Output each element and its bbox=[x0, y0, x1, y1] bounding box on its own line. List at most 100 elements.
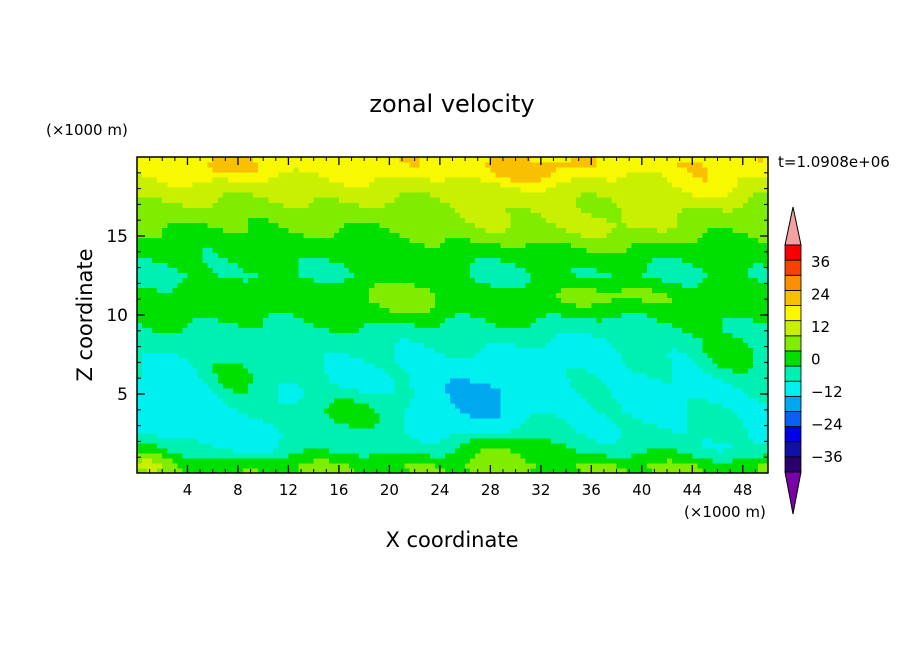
contour-cell bbox=[248, 362, 254, 369]
contour-cell bbox=[752, 417, 759, 424]
contour-cell bbox=[651, 397, 658, 404]
contour-cell bbox=[540, 402, 547, 409]
contour-cell bbox=[333, 437, 340, 444]
contour-cell bbox=[308, 402, 315, 409]
contour-cell bbox=[419, 427, 426, 434]
contour-cell bbox=[197, 302, 204, 309]
contour-cell bbox=[248, 427, 254, 434]
contour-cell bbox=[222, 342, 229, 349]
contour-cell bbox=[374, 442, 380, 449]
contour-cell bbox=[757, 342, 764, 349]
contour-cell bbox=[717, 312, 724, 319]
contour-cell bbox=[227, 467, 234, 474]
contour-cell bbox=[424, 407, 431, 414]
contour-cell bbox=[586, 282, 592, 289]
contour-cell bbox=[338, 322, 345, 329]
contour-cell bbox=[475, 417, 481, 424]
contour-cell bbox=[621, 367, 628, 374]
contour-cell bbox=[480, 447, 486, 454]
contour-cell bbox=[318, 367, 325, 374]
contour-cell bbox=[561, 352, 567, 359]
contour-cell bbox=[475, 407, 481, 414]
contour-cell bbox=[697, 462, 703, 469]
contour-cell bbox=[485, 282, 491, 289]
contour-cell bbox=[707, 457, 714, 464]
contour-cell bbox=[520, 372, 527, 379]
contour-cell bbox=[757, 437, 764, 444]
contour-cell bbox=[197, 442, 204, 449]
contour-cell bbox=[424, 342, 431, 349]
contour-cell bbox=[682, 272, 688, 278]
contour-cell bbox=[677, 372, 683, 379]
contour-cell bbox=[717, 412, 724, 419]
contour-cell bbox=[641, 457, 648, 464]
contour-cell bbox=[434, 327, 441, 334]
contour-cell bbox=[227, 307, 234, 314]
contour-cell bbox=[561, 277, 567, 283]
contour-cell bbox=[550, 322, 557, 329]
contour-cell bbox=[177, 422, 184, 429]
contour-cell bbox=[712, 312, 719, 319]
contour-cell bbox=[571, 302, 577, 309]
contour-cell bbox=[480, 462, 486, 469]
contour-cell bbox=[636, 442, 643, 449]
contour-cell bbox=[566, 287, 572, 294]
contour-cell bbox=[227, 337, 234, 344]
contour-cell bbox=[661, 332, 668, 339]
contour-cell bbox=[444, 302, 451, 309]
contour-cell bbox=[762, 282, 769, 289]
contour-cell bbox=[555, 422, 562, 429]
contour-cell bbox=[742, 462, 749, 469]
contour-cell bbox=[177, 347, 184, 354]
contour-cell bbox=[212, 412, 219, 419]
contour-cell bbox=[424, 442, 431, 449]
contour-cell bbox=[364, 302, 370, 309]
contour-cell bbox=[409, 407, 416, 414]
contour-cell bbox=[661, 457, 668, 464]
contour-cell bbox=[651, 367, 658, 374]
contour-cell bbox=[651, 307, 658, 314]
contour-cell bbox=[550, 342, 557, 349]
contour-cell bbox=[167, 307, 173, 314]
contour-cell bbox=[611, 272, 618, 278]
contour-cell bbox=[737, 452, 744, 459]
contour-cell bbox=[364, 457, 370, 464]
contour-cell bbox=[152, 297, 158, 304]
contour-cell bbox=[722, 272, 729, 278]
contour-cell bbox=[555, 467, 562, 474]
contour-cell bbox=[414, 392, 421, 399]
contour-cell bbox=[566, 437, 572, 444]
contour-cell bbox=[581, 442, 587, 449]
contour-cell bbox=[631, 377, 638, 384]
contour-cell bbox=[550, 317, 557, 324]
contour-cell bbox=[591, 332, 597, 339]
contour-cell bbox=[717, 432, 724, 439]
contour-cell bbox=[500, 427, 507, 434]
contour-cell bbox=[308, 467, 315, 474]
contour-cell bbox=[172, 372, 178, 379]
contour-cell bbox=[404, 277, 411, 283]
contour-cell bbox=[248, 322, 254, 329]
contour-cell bbox=[510, 372, 517, 379]
contour-cell bbox=[232, 287, 239, 294]
contour-cell bbox=[364, 282, 370, 289]
contour-cell bbox=[581, 302, 587, 309]
contour-cell bbox=[661, 362, 668, 369]
contour-cell bbox=[147, 337, 153, 344]
contour-cell bbox=[187, 322, 194, 329]
contour-cell bbox=[192, 397, 199, 404]
contour-cell bbox=[656, 307, 663, 314]
contour-cell bbox=[157, 397, 163, 404]
contour-cell bbox=[429, 382, 436, 389]
contour-cell bbox=[566, 462, 572, 469]
contour-cell bbox=[651, 357, 658, 364]
contour-cell bbox=[313, 357, 320, 364]
contour-cell bbox=[268, 327, 274, 334]
contour-cell bbox=[692, 442, 698, 449]
contour-cell bbox=[424, 352, 431, 359]
contour-cell bbox=[263, 467, 269, 474]
contour-cell bbox=[455, 457, 461, 464]
contour-cell bbox=[661, 272, 668, 278]
contour-cell bbox=[626, 432, 633, 439]
contour-cell bbox=[419, 397, 426, 404]
